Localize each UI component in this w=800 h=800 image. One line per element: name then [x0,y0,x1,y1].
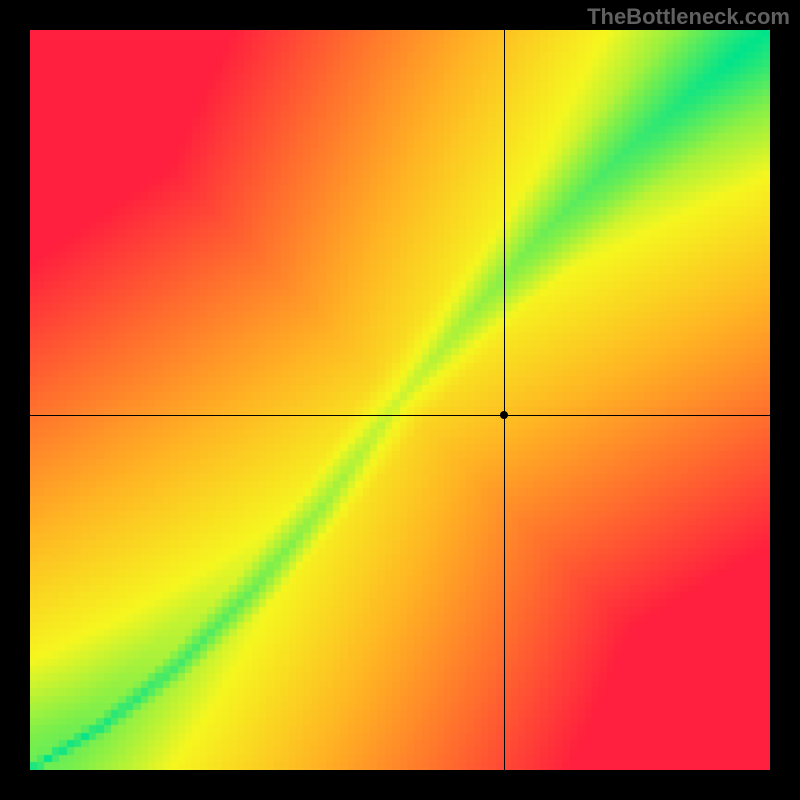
crosshair-marker[interactable] [500,411,508,419]
chart-container: TheBottleneck.com [0,0,800,800]
watermark-text: TheBottleneck.com [587,4,790,30]
heatmap-canvas [30,30,770,770]
plot-area [30,30,770,770]
crosshair-horizontal [30,415,770,416]
crosshair-vertical [504,30,505,770]
